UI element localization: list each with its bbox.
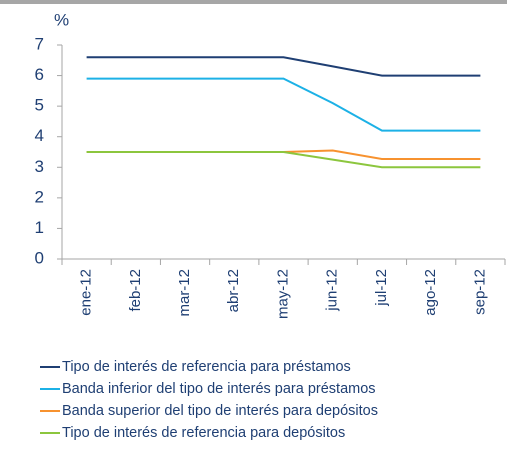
legend-label: Banda superior del tipo de interés para … (62, 403, 378, 419)
x-tick-label: abr-12 (225, 269, 242, 312)
y-tick-label: 1 (35, 218, 44, 237)
x-tick-label: jun-12 (324, 269, 341, 312)
y-tick-label: 2 (35, 187, 44, 206)
x-tick-label: feb-12 (127, 269, 144, 312)
x-tick-label: ago-12 (422, 269, 439, 316)
y-axis-label: % (54, 10, 69, 29)
series-line (86, 77, 481, 132)
legend-label: Banda inferior del tipo de interés para … (62, 381, 376, 397)
y-tick-label: 7 (35, 34, 44, 53)
x-tick-label: ene-12 (78, 269, 95, 316)
y-tick-label: 0 (35, 248, 44, 267)
y-tick-label: 5 (35, 96, 44, 115)
x-tick-label: jul-12 (373, 269, 390, 307)
x-tick-label: sep-12 (471, 269, 488, 315)
series-line (86, 151, 481, 169)
series-line (86, 56, 481, 77)
y-tick-label: 3 (35, 157, 44, 176)
y-tick-label: 4 (35, 126, 44, 145)
x-tick-label: may-12 (274, 269, 291, 319)
top-rule (0, 0, 507, 4)
y-tick-label: 6 (35, 65, 44, 84)
legend-label: Tipo de interés de referencia para depós… (62, 425, 345, 441)
x-tick-label: mar-12 (176, 269, 193, 317)
legend-label: Tipo de interés de referencia para prést… (62, 359, 351, 375)
